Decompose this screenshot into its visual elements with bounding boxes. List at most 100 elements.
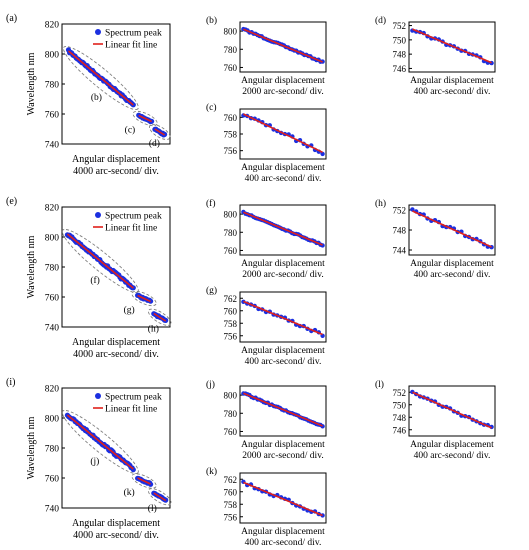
y-tick-label: 748 xyxy=(393,413,407,423)
y-tick-label: 756 xyxy=(224,331,238,341)
legend-fit-label: Linear fit line xyxy=(105,404,157,415)
x-axis-label: Angular displacement xyxy=(241,259,325,269)
sub-axes-frame xyxy=(408,21,496,73)
y-tick-label: 740 xyxy=(45,505,60,515)
main-panel-2: (i) 740 760 780 800 820 Wavelength nm Angular d… xyxy=(6,377,172,541)
panel-label: (f) xyxy=(206,198,216,209)
y-tick-label: 744 xyxy=(393,246,407,256)
segment-label: (b) xyxy=(91,92,102,103)
y-tick-label: 762 xyxy=(224,294,238,304)
segment-label: (h) xyxy=(148,323,159,334)
x-axis-label: Angular displacement xyxy=(241,440,325,450)
x-axis-unit: 400 arc-second/ div. xyxy=(414,87,491,97)
y-tick-label: 746 xyxy=(393,425,407,435)
y-axis-label: Wavelength nm xyxy=(26,52,37,115)
x-axis-unit: 400 arc-second/ div. xyxy=(245,357,322,367)
y-tick-label: 756 xyxy=(224,512,238,522)
y-tick-label: 800 xyxy=(224,391,238,401)
y-tick-label: 820 xyxy=(45,385,60,395)
segment-ellipse xyxy=(62,45,139,111)
y-tick-label: 762 xyxy=(224,475,238,485)
linear-fit-line xyxy=(412,391,492,429)
segment-label: (f) xyxy=(90,275,100,286)
segment-label: (c) xyxy=(125,125,136,136)
panel-label: (h) xyxy=(375,198,386,209)
y-tick-label: 746 xyxy=(393,64,407,74)
linear-fit-line xyxy=(67,50,134,106)
y-tick-label: 800 xyxy=(45,51,60,61)
panel-label: (l) xyxy=(375,379,384,390)
y-tick-label: 780 xyxy=(224,228,238,238)
y-tick-label: 760 xyxy=(224,487,238,497)
x-axis-unit: 4000 arc-second/ div. xyxy=(73,349,159,360)
y-tick-label: 780 xyxy=(224,409,238,419)
x-axis-label: Angular displacement xyxy=(410,440,494,450)
x-axis-unit: 400 arc-second/ div. xyxy=(414,270,491,280)
segment-ellipse xyxy=(131,290,157,307)
sub-axes-frame xyxy=(239,204,327,256)
linear-fit-line xyxy=(243,481,323,517)
linear-fit-line xyxy=(243,113,323,154)
legend-peak-label: Spectrum peak xyxy=(105,212,162,222)
x-axis-label: Angular displacement xyxy=(72,154,160,165)
segment-label: (d) xyxy=(149,138,160,149)
y-tick-label: 750 xyxy=(393,400,407,410)
x-axis-unit: 400 arc-second/ div. xyxy=(245,538,322,548)
y-tick-label: 756 xyxy=(224,146,238,156)
x-axis-unit: 2000 arc-second/ div. xyxy=(242,270,323,280)
x-axis-label: Angular displacement xyxy=(241,527,325,537)
y-tick-label: 758 xyxy=(224,319,238,329)
y-tick-label: 758 xyxy=(224,130,238,140)
y-tick-label: 780 xyxy=(45,445,60,455)
legend-fit-label: Linear fit line xyxy=(105,40,157,51)
spectrum-peak-point xyxy=(320,151,325,157)
legend-peak-label: Spectrum peak xyxy=(105,393,162,403)
sub-axes-frame xyxy=(239,21,327,73)
y-tick-label: 800 xyxy=(224,210,238,220)
y-tick-label: 748 xyxy=(393,226,407,236)
y-tick-label: 760 xyxy=(224,306,238,316)
x-axis-unit: 2000 arc-second/ div. xyxy=(242,87,323,97)
segment-ellipse xyxy=(148,124,171,140)
linear-fit-line xyxy=(154,128,166,136)
segment-ellipse xyxy=(147,308,172,326)
panel-label: (b) xyxy=(206,15,217,26)
x-axis-label: Angular displacement xyxy=(241,76,325,86)
x-axis-unit: 4000 arc-second/ div. xyxy=(73,166,159,177)
segment-label: (l) xyxy=(148,503,157,514)
sub-axes-frame xyxy=(239,291,327,343)
legend-fit-label: Linear fit line xyxy=(105,223,157,234)
linear-fit-line xyxy=(243,300,323,336)
legend-peak-marker xyxy=(95,393,101,399)
y-tick-label: 800 xyxy=(224,27,238,37)
y-tick-label: 760 xyxy=(45,294,60,304)
panel-label: (a) xyxy=(6,13,17,24)
panel-label: (c) xyxy=(206,102,217,113)
main-panel-0: (a) 740 760 780 800 820 Wavelength nm Angular d… xyxy=(6,13,171,177)
linear-fit-line xyxy=(243,28,323,63)
linear-fit-line xyxy=(243,392,323,427)
panel-label: (k) xyxy=(206,466,217,477)
x-axis-label: Angular displacement xyxy=(410,259,494,269)
panel-label: (i) xyxy=(6,377,15,388)
x-axis-unit: 400 arc-second/ div. xyxy=(414,451,491,461)
y-tick-label: 760 xyxy=(224,427,238,437)
y-tick-label: 752 xyxy=(393,21,407,31)
panel-label: (e) xyxy=(6,196,17,207)
linear-fit-line xyxy=(412,210,492,248)
legend-peak-label: Spectrum peak xyxy=(105,29,162,39)
linear-fit-line xyxy=(137,294,151,303)
sub-axes-frame xyxy=(239,385,327,437)
spectrum-peak-point xyxy=(410,207,415,212)
y-tick-label: 820 xyxy=(45,204,60,214)
y-tick-label: 760 xyxy=(45,475,60,485)
sub-axes-frame xyxy=(239,472,327,524)
x-axis-unit: 4000 arc-second/ div. xyxy=(73,530,159,541)
